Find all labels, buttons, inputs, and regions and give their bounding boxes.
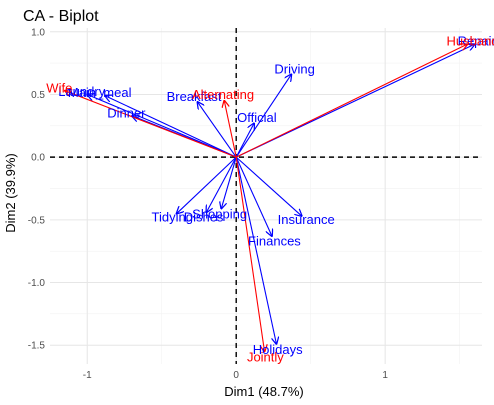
arrow-dishes bbox=[206, 156, 237, 212]
label-finances: Finances bbox=[248, 234, 301, 249]
label-breakfast: Breakfast bbox=[167, 89, 222, 104]
label-holidays: Holidays bbox=[253, 342, 303, 357]
label-insurance: Insurance bbox=[278, 212, 335, 227]
label-wife: Wife bbox=[46, 81, 72, 96]
y-tick-label: -1.5 bbox=[28, 341, 46, 352]
x-tick-label: 0 bbox=[233, 370, 239, 381]
x-axis-ticks: -1 0 1 bbox=[83, 370, 389, 381]
label-main-meal: Main_meal bbox=[68, 85, 132, 100]
y-tick-label: -0.5 bbox=[28, 215, 46, 226]
arrow-tidying bbox=[177, 156, 237, 213]
label-alternating: Alternating bbox=[192, 87, 254, 102]
arrow-alternating bbox=[224, 101, 237, 158]
reference-lines bbox=[50, 28, 482, 364]
label-tidying: Tidying bbox=[152, 210, 193, 225]
label-official: Official bbox=[237, 110, 277, 125]
label-husband: Husband bbox=[446, 34, 494, 49]
arrow-laundry bbox=[87, 94, 237, 158]
arrow-main-meal bbox=[105, 96, 237, 158]
y-axis-ticks: -1.5 -1.0 -0.5 0.0 0.5 1.0 bbox=[28, 27, 46, 351]
arrow-shopping bbox=[221, 156, 237, 208]
arrow-wife bbox=[65, 91, 237, 158]
arrow-jointly bbox=[235, 157, 264, 351]
x-axis-label: Dim1 (48.7%) bbox=[224, 384, 303, 399]
plot-grid bbox=[50, 28, 482, 364]
arrow-breakfast bbox=[197, 102, 237, 158]
label-laundry: Laundry bbox=[58, 84, 105, 99]
arrow-finances bbox=[235, 156, 272, 236]
arrow-official bbox=[235, 123, 254, 158]
label-driving: Driving bbox=[274, 61, 314, 76]
y-tick-label: 1.0 bbox=[31, 27, 45, 38]
label-dinner: Dinner bbox=[107, 106, 146, 121]
y-tick-label: 0.0 bbox=[31, 153, 45, 164]
label-jointly: Jointly bbox=[247, 349, 284, 364]
arrow-husband bbox=[235, 44, 467, 158]
x-tick-label: 1 bbox=[382, 370, 388, 381]
x-tick-label: -1 bbox=[83, 370, 92, 381]
arrow-insurance bbox=[235, 156, 302, 216]
arrow-holidays bbox=[235, 157, 276, 344]
arrows bbox=[65, 44, 475, 351]
y-tick-label: 0.5 bbox=[31, 90, 45, 101]
arrow-driving bbox=[235, 74, 291, 158]
y-axis-label: Dim2 (39.9%) bbox=[3, 153, 18, 232]
y-tick-label: -1.0 bbox=[28, 278, 46, 289]
chart-title: CA - Biplot bbox=[23, 8, 99, 25]
label-repairs: Repairs bbox=[458, 34, 494, 49]
label-shopping: Shopping bbox=[192, 206, 247, 221]
label-dishes: Dishes bbox=[184, 210, 224, 225]
